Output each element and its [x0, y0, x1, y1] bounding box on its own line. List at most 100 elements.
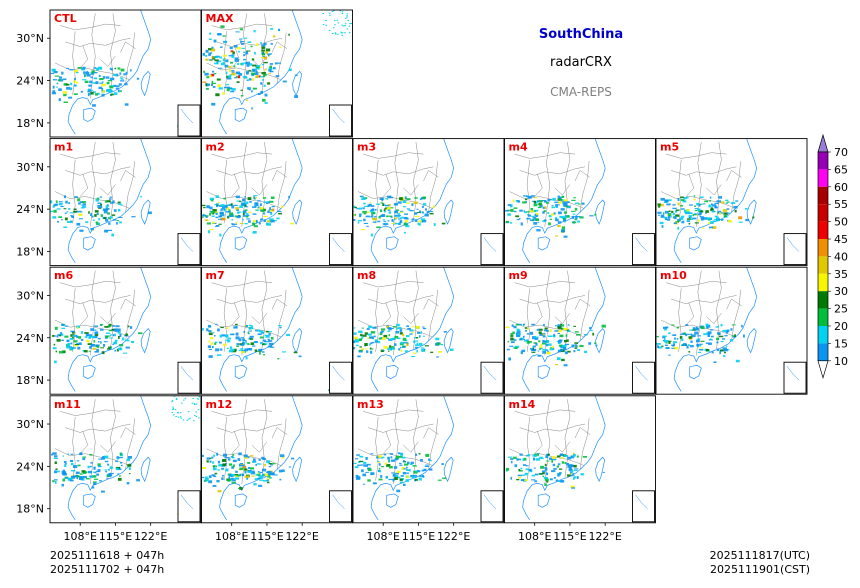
panel-label: m2	[206, 141, 225, 154]
colorbar-segment	[818, 204, 828, 222]
y-tick-label: 18°N	[16, 374, 44, 387]
colorbar-tick-label: 35	[834, 268, 848, 281]
map-panel-m11: m11	[49, 395, 202, 524]
x-tick-label: 108°E	[518, 530, 551, 543]
x-tick-label: 122°E	[285, 530, 318, 543]
colorbar-tick-label: 50	[834, 216, 848, 229]
map-panel-m2: m2	[201, 138, 353, 267]
colorbar-segment	[818, 186, 828, 205]
y-tick-label: 24°N	[16, 460, 44, 473]
colorbar-segment	[818, 239, 828, 257]
y-tick-label: 30°N	[16, 289, 44, 302]
colorbar-segment	[818, 152, 828, 170]
map-panel-m6: m6	[49, 266, 202, 395]
colorbar-segment	[818, 169, 828, 187]
y-tick-label: 24°N	[16, 75, 44, 88]
init-time-utc: 2025111618 + 047h	[50, 549, 165, 562]
reflectivity-field	[201, 452, 341, 520]
map-panel-m4: m4	[504, 138, 656, 267]
y-tick-label: 30°N	[16, 418, 44, 431]
panel-label: m3	[357, 141, 376, 154]
reflectivity-field	[353, 452, 492, 521]
reflectivity-field	[657, 195, 793, 262]
panel-label: m11	[54, 398, 81, 411]
colorbar-segment	[818, 256, 828, 274]
map-panel-m1: m1	[49, 138, 202, 267]
colorbar-tick-label: 15	[834, 337, 848, 350]
variable-title: radarCRX	[550, 55, 612, 70]
colorbar-tick-label: 40	[834, 250, 848, 263]
panel-label: m12	[206, 398, 233, 411]
colorbar-segment	[818, 273, 828, 292]
colorbar-tick-label: 60	[834, 181, 848, 194]
colorbar-segment	[818, 308, 828, 326]
colorbar-tick-label: 65	[834, 163, 848, 176]
reflectivity-field	[504, 195, 644, 264]
colorbar-extend-max	[817, 133, 829, 153]
x-tick-label: 115°E	[250, 530, 283, 543]
colorbar-tick-label: 30	[834, 285, 848, 298]
map-panel-m10: m10	[655, 266, 808, 395]
colorbar-segment	[818, 291, 828, 309]
colorbar-extend-min	[817, 360, 829, 380]
colorbar: 10 15 20 25 30 35 40 45 50 55 60 65 70	[817, 133, 848, 380]
reflectivity-field	[202, 10, 352, 135]
panel-label: m13	[357, 398, 384, 411]
reflectivity-field	[50, 66, 188, 135]
x-tick-label: 115°E	[553, 530, 586, 543]
colorbar-tick-label: 55	[834, 198, 848, 211]
valid-time-cst: 2025111901(CST)	[710, 563, 810, 576]
x-tick-label: 122°E	[437, 530, 470, 543]
panel-label: MAX	[206, 12, 234, 25]
x-tick-label: 122°E	[588, 530, 621, 543]
map-panel-max: MAX	[201, 9, 353, 138]
y-tick-label: 30°N	[16, 32, 44, 45]
panels-layer: CTL MAX m1 m2 m3 m4 m5 m6 m7 m8 m9 m10 m11 m12 m13 m14	[49, 9, 808, 524]
colorbar-tick-label: 10	[834, 355, 848, 368]
y-tick-label: 18°N	[16, 117, 44, 130]
y-tick-label: 30°N	[16, 161, 44, 174]
panel-label: m1	[54, 141, 73, 154]
x-tick-label: 108°E	[215, 530, 248, 543]
x-tick-label: 122°E	[134, 530, 167, 543]
colorbar-segment	[818, 221, 828, 239]
x-tick-label: 108°E	[63, 530, 96, 543]
valid-time-utc: 2025111817(UTC)	[709, 549, 810, 562]
panel-label: m6	[54, 269, 73, 282]
x-tick-label: 115°E	[99, 530, 132, 543]
x-tick-label: 115°E	[402, 530, 435, 543]
colorbar-segment	[818, 326, 828, 344]
region-title: SouthChina	[538, 27, 624, 42]
panel-label: m7	[206, 269, 225, 282]
x-tick-label: 108°E	[366, 530, 399, 543]
map-panel-m3: m3	[352, 138, 505, 267]
map-panel-m13: m13	[352, 395, 505, 524]
y-tick-label: 18°N	[16, 245, 44, 258]
colorbar-tick-label: 45	[834, 233, 848, 246]
panel-label: m5	[660, 141, 679, 154]
reflectivity-field	[656, 323, 794, 391]
panel-label: m9	[509, 269, 528, 282]
reflectivity-field	[52, 323, 187, 392]
colorbar-tick-label: 20	[834, 320, 848, 333]
map-panel-m12: m12	[201, 395, 353, 524]
panel-label: m10	[660, 269, 687, 282]
colorbar-tick-label: 70	[834, 146, 848, 159]
map-panel-m9: m9	[504, 266, 656, 395]
y-tick-label: 24°N	[16, 203, 44, 216]
system-title: CMA-REPS	[550, 85, 612, 99]
reflectivity-field	[201, 195, 341, 261]
map-panel-m7: m7	[201, 266, 353, 395]
y-tick-label: 18°N	[16, 503, 44, 516]
map-panel-m5: m5	[655, 138, 808, 267]
panel-label: m4	[509, 141, 528, 154]
reflectivity-field	[51, 395, 201, 521]
init-time-cst: 2025111702 + 047h	[50, 563, 165, 576]
map-panel-m8: m8	[352, 266, 505, 395]
panel-label: m14	[509, 398, 536, 411]
y-tick-label: 24°N	[16, 332, 44, 345]
colorbar-tick-label: 25	[834, 303, 848, 316]
colorbar-segment	[818, 343, 828, 361]
map-panel-m14: m14	[504, 395, 656, 524]
axes-layer: 30°N 24°N 18°N 30°N 24°N 18°N 30°N 24°N 18°N 30°N…	[16, 32, 622, 543]
